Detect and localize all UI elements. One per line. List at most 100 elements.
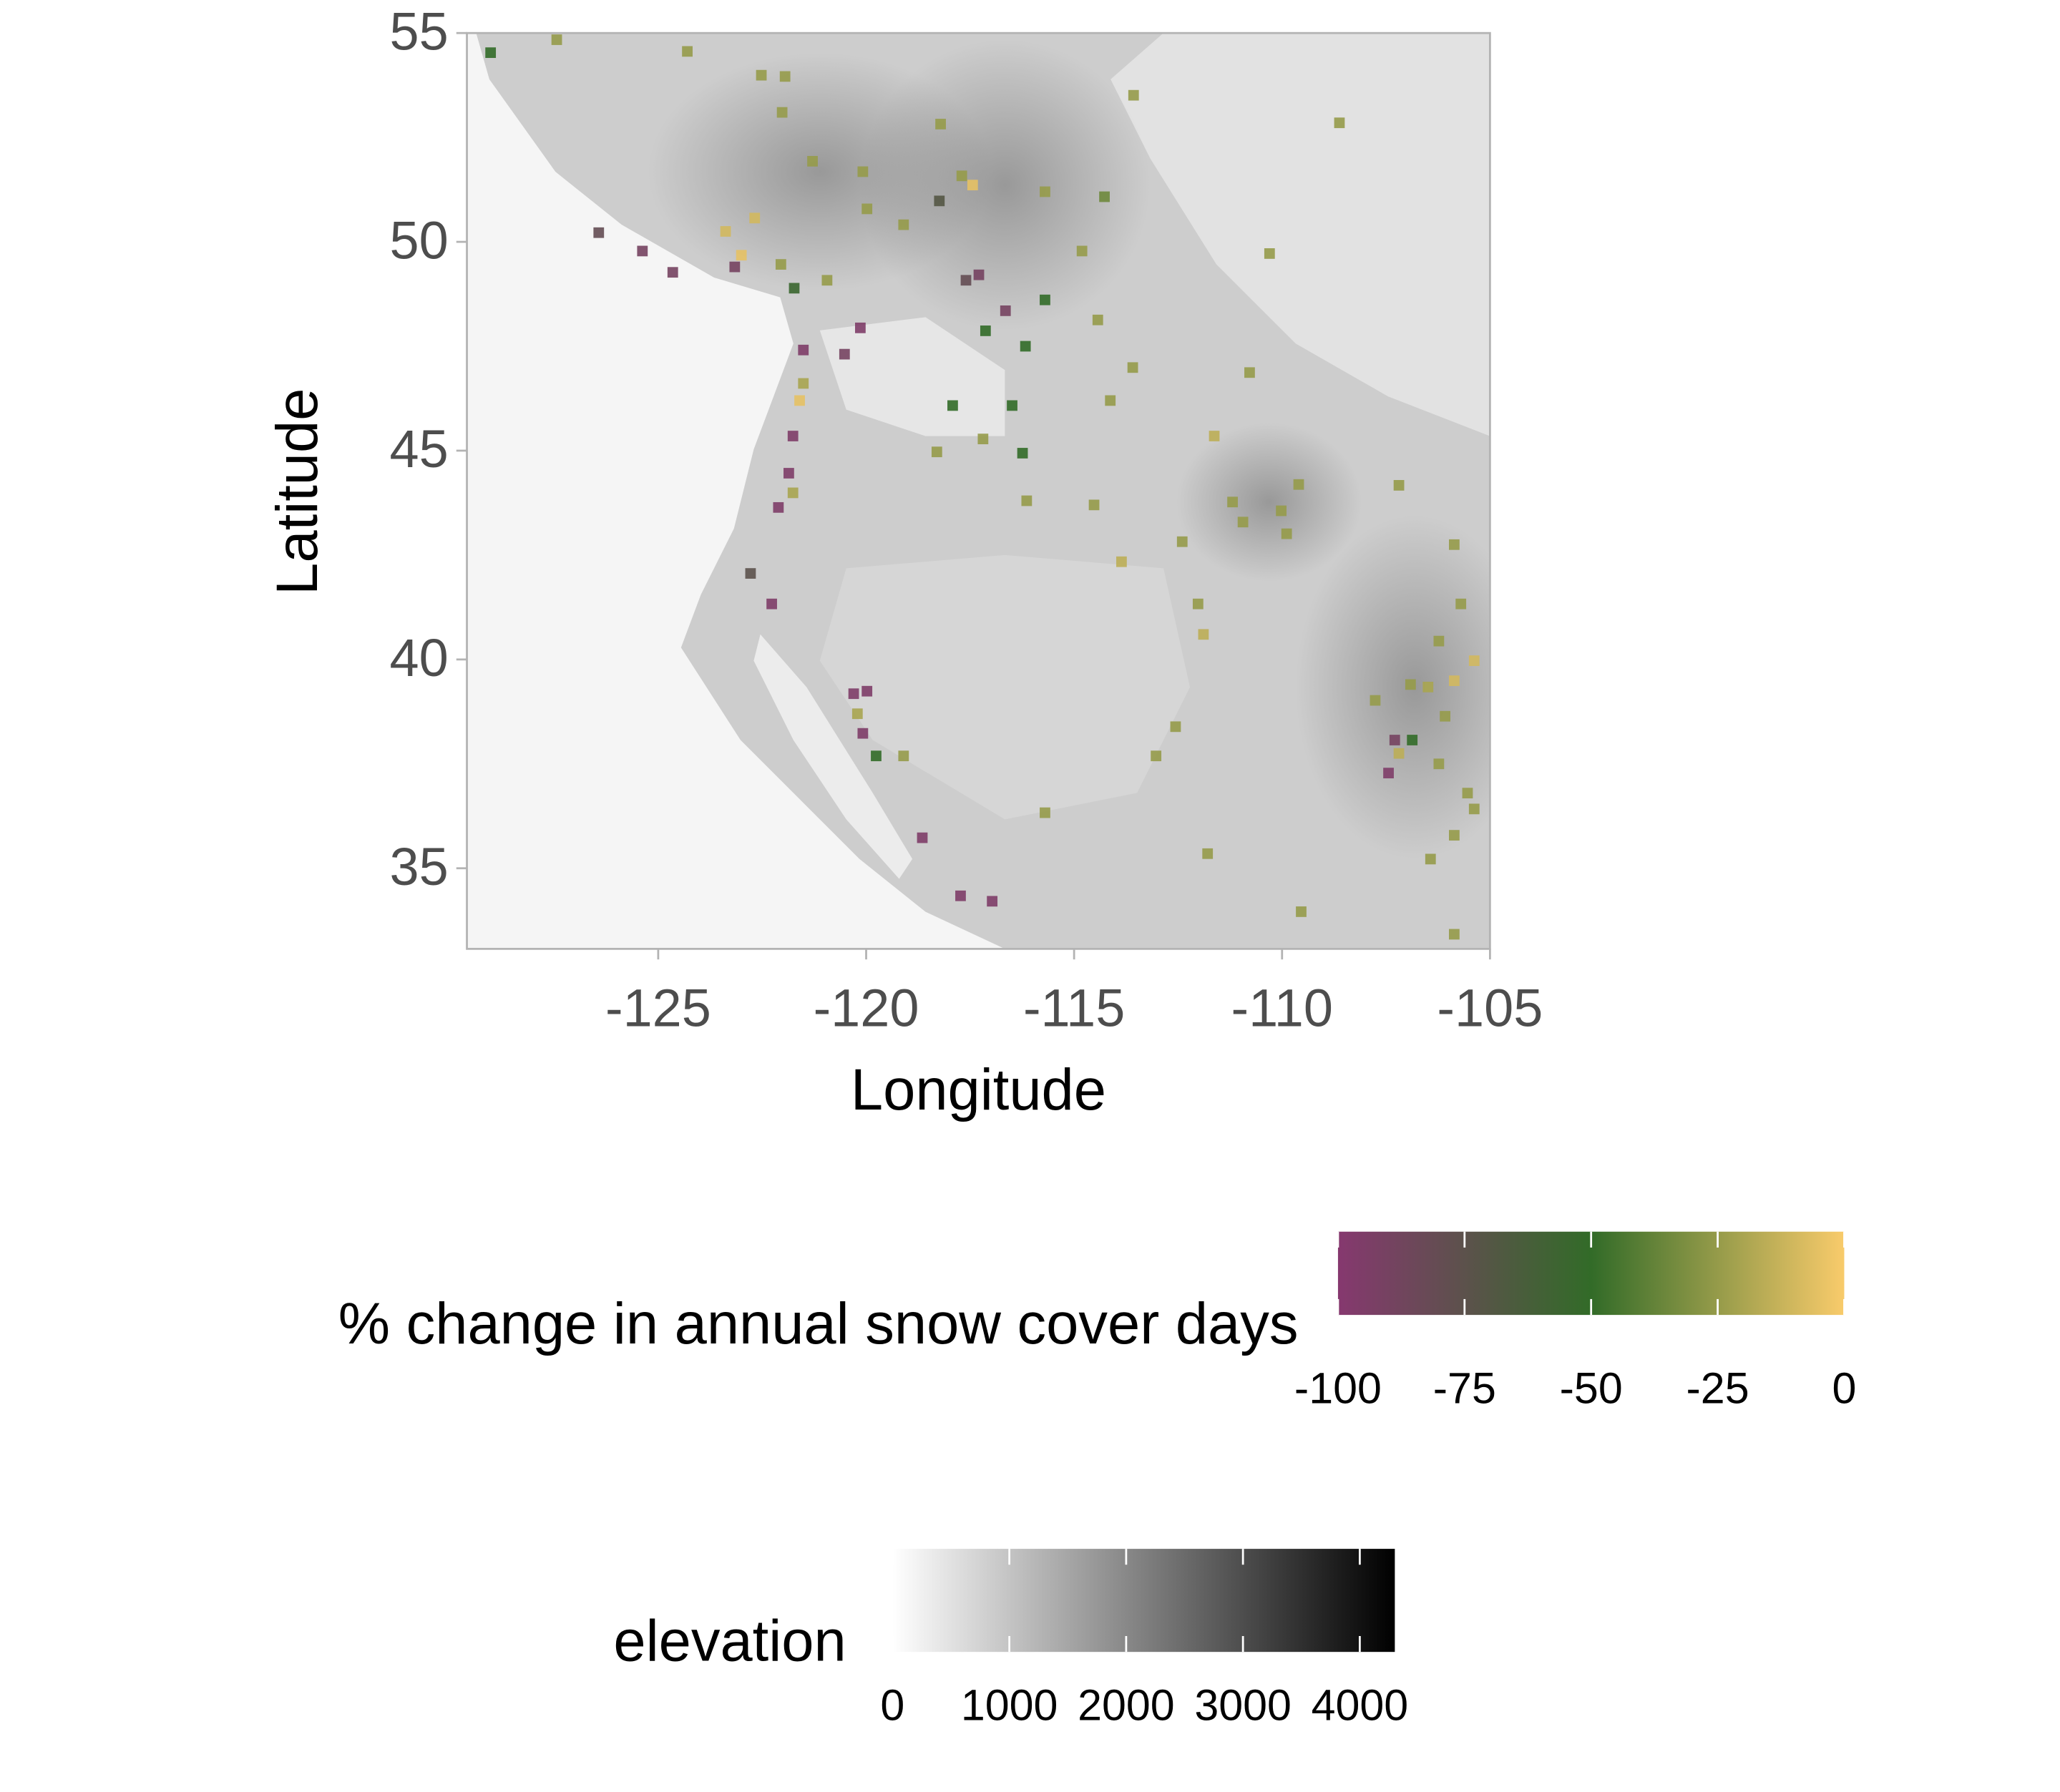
station-point [1422,681,1434,692]
station-point [667,267,678,278]
station-point [934,195,945,207]
station-point [821,275,833,286]
station-point [1017,448,1028,459]
station-point [947,400,958,411]
y-tick-label: 55 [389,1,448,61]
rockies [859,39,1151,331]
elevation-legend-bar [892,1549,1395,1653]
station-point [1276,505,1287,516]
ocean [467,33,1005,949]
y-tick-label: 35 [389,837,448,896]
station-point [798,344,809,356]
station-point [1293,479,1304,490]
station-point [955,890,966,901]
station-point [1007,400,1017,411]
station-point [1468,655,1480,666]
station-point [1244,367,1255,378]
station-point [1202,848,1214,859]
color-legend-title: % change in annual snow cover days [338,1291,1299,1356]
station-point [917,832,928,843]
wyoming-ranges [1176,423,1362,582]
great-basin [819,554,1191,820]
station-point [1209,431,1220,441]
station-point [898,219,909,230]
station-point [794,395,805,406]
colorado-rockies [1295,515,1490,859]
y-tick-label: 40 [389,628,448,687]
central-valley [753,634,913,879]
station-point [861,203,873,215]
station-point [1020,341,1031,352]
x-tick-label: -115 [1023,979,1125,1038]
station-point [551,34,562,45]
station-point [973,269,985,280]
station-point [789,283,800,294]
y-tick-label: 45 [389,419,448,479]
station-point [1393,480,1405,491]
x-tick-label: -110 [1231,979,1333,1038]
station-point [1407,735,1418,745]
station-point [851,708,863,720]
station-point [1021,495,1033,506]
station-point [637,245,648,257]
station-point [1170,721,1181,733]
station-point [1040,807,1050,818]
station-point [960,275,972,286]
station-point [682,46,693,57]
station-point [745,568,756,579]
station-point [766,598,777,609]
station-point [1455,598,1467,609]
station-point [1076,245,1088,257]
x-tick-label: -120 [814,979,919,1038]
station-point [1092,314,1103,325]
station-point [1405,679,1416,690]
station-point [871,750,882,762]
station-point [1433,635,1445,647]
station-point [935,119,946,129]
legend-tick-label: 1000 [961,1681,1058,1730]
station-point [854,322,866,333]
terrain [467,33,1490,949]
station-point [1192,598,1204,609]
station-point [779,71,791,82]
points [485,34,1480,940]
y-axis-title: Latitude [265,388,330,595]
legend-tick-label: 0 [1832,1363,1857,1412]
station-point [1127,362,1138,373]
station-point [729,261,741,273]
station-point [1462,788,1473,799]
x-tick-label: -105 [1437,979,1543,1038]
station-point [1040,294,1050,305]
station-point [857,728,869,739]
station-point [1383,768,1394,779]
x-axis-title: Longitude [851,1057,1106,1122]
station-point [857,166,869,177]
station-point [1440,710,1450,722]
station-point [749,212,761,224]
station-point [773,501,784,513]
elevation-legend-title: elevation [613,1608,846,1673]
station-point [485,47,497,59]
legend-tick-label: -25 [1686,1363,1749,1412]
station-point [1389,735,1400,745]
station-point [1449,830,1460,841]
station-point [1198,629,1209,640]
panel-border [466,31,1491,950]
station-point [987,896,998,907]
station-point [1425,853,1436,865]
station-point [1393,748,1405,759]
station-point [776,107,788,118]
y-tick-label: 50 [389,210,448,270]
basin [819,317,1005,436]
station-point [784,468,794,479]
legend-tick-label: 2000 [1078,1681,1175,1730]
station-point [1296,906,1307,917]
station-point [1281,528,1292,539]
station-point [775,259,786,270]
legend-tick-label: -100 [1294,1363,1382,1412]
station-point [1000,305,1011,316]
station-point [720,226,731,237]
legend-tick-label: -50 [1560,1363,1623,1412]
